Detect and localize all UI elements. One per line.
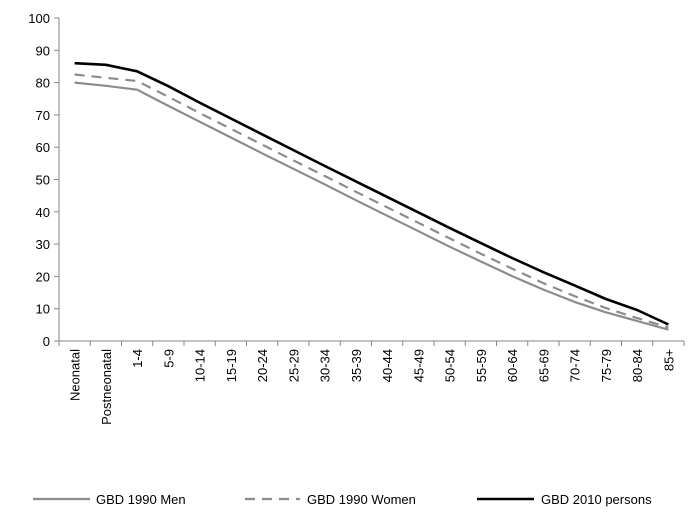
- series-line-1: [74, 73, 669, 329]
- x-tick-label: 15-19: [224, 349, 239, 382]
- y-tick-label: 50: [36, 173, 50, 188]
- x-tick-label: 30-34: [318, 349, 333, 382]
- x-axis-ticks: Neonatal Postneonatal 1-4 5-9 10-14 15-19 20-2…: [58, 341, 685, 425]
- x-tick-label: 65-69: [536, 349, 551, 382]
- series-line-0: [74, 81, 669, 331]
- y-tick-label: 60: [36, 140, 50, 155]
- y-axis-ticks: 0 10 20 30 40 50 60 70 80 90 100: [28, 11, 59, 349]
- y-tick-label: 70: [36, 108, 50, 123]
- x-tick-label: 75-79: [599, 349, 614, 382]
- y-tick-label: 10: [36, 302, 50, 317]
- series-line-2: [74, 61, 669, 326]
- legend: GBD 1990 Men GBD 1990 Women GBD 2010 perso…: [33, 492, 652, 507]
- x-tick-label: Neonatal: [68, 349, 83, 401]
- legend-label-1: GBD 1990 Women: [307, 492, 416, 507]
- x-tick-label: 5-9: [161, 349, 176, 368]
- x-tick-label: 85+: [661, 349, 676, 371]
- x-tick-label: 50-54: [443, 349, 458, 382]
- x-tick-label: 1-4: [130, 349, 145, 368]
- y-tick-label: 100: [28, 11, 50, 26]
- legend-label-0: GBD 1990 Men: [96, 492, 186, 507]
- x-tick-label: 35-39: [349, 349, 364, 382]
- y-tick-label: 90: [36, 43, 50, 58]
- y-tick-label: 20: [36, 269, 50, 284]
- x-tick-label: 60-64: [505, 349, 520, 382]
- legend-label-2: GBD 2010 persons: [541, 492, 652, 507]
- x-tick-label: 40-44: [380, 349, 395, 382]
- x-tick-label: 70-74: [568, 349, 583, 382]
- x-tick-label: 10-14: [193, 349, 208, 382]
- y-tick-label: 0: [43, 334, 50, 349]
- series-lines: [74, 61, 669, 331]
- x-tick-label: 20-24: [255, 349, 270, 382]
- y-tick-label: 40: [36, 205, 50, 220]
- x-tick-label: 55-59: [474, 349, 489, 382]
- x-tick-label: 80-84: [630, 349, 645, 382]
- y-tick-label: 80: [36, 76, 50, 91]
- x-tick-label: Postneonatal: [99, 349, 114, 425]
- x-tick-label: 45-49: [411, 349, 426, 382]
- x-tick-label: 25-29: [286, 349, 301, 382]
- y-tick-label: 30: [36, 237, 50, 252]
